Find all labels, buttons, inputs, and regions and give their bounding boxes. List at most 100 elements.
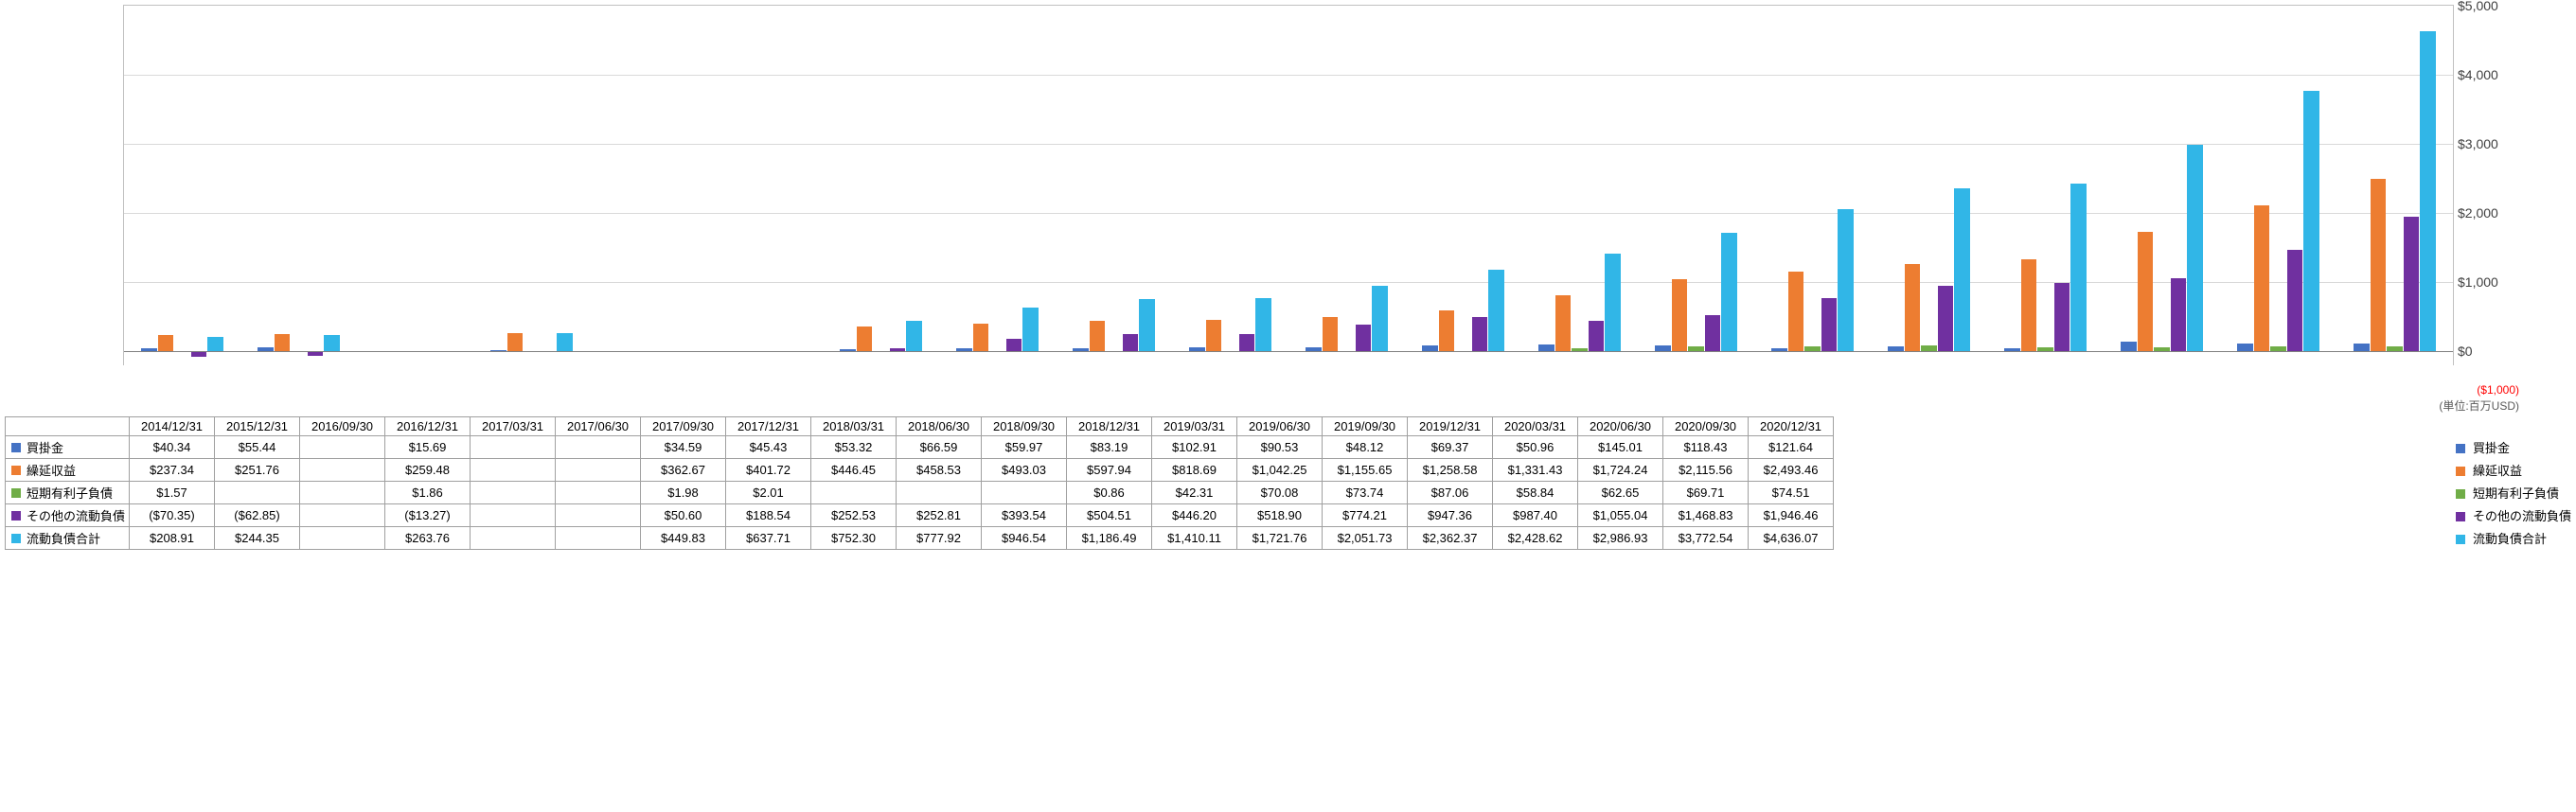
table-cell: $50.60 (641, 504, 726, 527)
table-cell (471, 482, 556, 504)
bar-def (1788, 272, 1803, 351)
bar-ocl (2404, 217, 2419, 351)
table-cell: $947.36 (1408, 504, 1493, 527)
table-cell: $401.72 (726, 459, 811, 482)
bar-tcl (2187, 145, 2202, 351)
table-cell: $42.31 (1152, 482, 1237, 504)
ytick-label: $1,000 (2458, 274, 2510, 290)
bar-tcl (1605, 254, 1620, 351)
table-row: その他の流動負債($70.35)($62.85)($13.27)$50.60$1… (6, 504, 1834, 527)
table-date-header: 2018/09/30 (982, 417, 1067, 436)
bar-def (973, 324, 988, 351)
table-cell (556, 527, 641, 550)
legend-marker-icon (2456, 535, 2465, 544)
bar-def (275, 334, 290, 351)
table-cell: $1,468.83 (1663, 504, 1749, 527)
table-cell: $1,331.43 (1493, 459, 1578, 482)
table-cell (300, 527, 385, 550)
table-cell: $34.59 (641, 436, 726, 459)
ytick-label: $4,000 (2458, 67, 2510, 82)
table-corner (6, 417, 130, 436)
bar-def (1439, 310, 1454, 352)
table-date-header: 2020/06/30 (1578, 417, 1663, 436)
table-cell (897, 482, 982, 504)
table-date-header: 2017/06/30 (556, 417, 641, 436)
table-cell: $66.59 (897, 436, 982, 459)
bar-tcl (1022, 308, 1038, 352)
series-label: 流動負債合計 (27, 532, 100, 546)
bar-ap (2121, 342, 2136, 352)
table-cell: $774.21 (1323, 504, 1408, 527)
table-cell: $70.08 (1237, 482, 1323, 504)
bar-ocl (1472, 317, 1487, 352)
bar-ocl (1589, 321, 1604, 352)
table-cell: $40.34 (130, 436, 215, 459)
series-marker-icon (11, 534, 21, 543)
table-cell: $73.74 (1323, 482, 1408, 504)
table-cell: $237.34 (130, 459, 215, 482)
bar-ocl (1938, 286, 1953, 351)
gridline (124, 144, 2453, 145)
bar-tcl (1954, 188, 1969, 352)
legend-item: その他の流動負債 (2456, 505, 2571, 528)
table-row: 買掛金$40.34$55.44$15.69$34.59$45.43$53.32$… (6, 436, 1834, 459)
series-marker-icon (11, 466, 21, 475)
ytick-label: $0 (2458, 344, 2510, 359)
bar-tcl (2303, 91, 2318, 352)
table-cell: $493.03 (982, 459, 1067, 482)
table-cell: ($13.27) (385, 504, 471, 527)
table-cell: $752.30 (811, 527, 897, 550)
table-cell: $393.54 (982, 504, 1067, 527)
table-row-header: 流動負債合計 (6, 527, 130, 550)
table-cell: $818.69 (1152, 459, 1237, 482)
bar-tcl (557, 333, 572, 351)
bar-tcl (1838, 209, 1853, 351)
table-cell (300, 482, 385, 504)
data-table: 2014/12/312015/12/312016/09/302016/12/31… (5, 416, 1834, 550)
table-cell (556, 459, 641, 482)
table-cell: $1,186.49 (1067, 527, 1152, 550)
table-cell: $259.48 (385, 459, 471, 482)
bar-tcl (1488, 270, 1503, 352)
bar-def (857, 327, 872, 352)
series-marker-icon (11, 511, 21, 521)
table-cell: $2,986.93 (1578, 527, 1663, 550)
table-cell: $83.19 (1067, 436, 1152, 459)
table-date-header: 2020/03/31 (1493, 417, 1578, 436)
table-cell (300, 504, 385, 527)
ytick-label: $3,000 (2458, 136, 2510, 151)
table-cell: $53.32 (811, 436, 897, 459)
bar-ocl (2287, 250, 2302, 351)
gridline (124, 282, 2453, 283)
table-date-header: 2014/12/31 (130, 417, 215, 436)
legend-item: 繰延収益 (2456, 460, 2571, 483)
table-cell: $1,721.76 (1237, 527, 1323, 550)
table-cell (471, 459, 556, 482)
bar-def (2254, 205, 2269, 352)
table-cell: ($62.85) (215, 504, 300, 527)
table-cell (556, 436, 641, 459)
bar-def (1555, 295, 1571, 352)
page-root: $0$1,000$2,000$3,000$4,000$5,000 ($1,000… (0, 0, 2576, 812)
series-marker-icon (11, 443, 21, 452)
table-cell: $2,428.62 (1493, 527, 1578, 550)
table-cell: $118.43 (1663, 436, 1749, 459)
bar-def (1206, 320, 1221, 352)
table-cell: $62.65 (1578, 482, 1663, 504)
table-cell (300, 459, 385, 482)
table-date-header: 2018/12/31 (1067, 417, 1152, 436)
table-cell: $449.83 (641, 527, 726, 550)
table-cell: $777.92 (897, 527, 982, 550)
table-cell: $362.67 (641, 459, 726, 482)
bar-tcl (1372, 286, 1387, 351)
axis-negative-unit-label: ($1,000) (2477, 383, 2519, 397)
legend-item: 短期有利子負債 (2456, 483, 2571, 505)
bar-tcl (1721, 233, 1736, 352)
bar-ocl (1705, 315, 1720, 351)
bar-tcl (2070, 184, 2086, 351)
legend-label: 流動負債合計 (2473, 532, 2547, 546)
bar-ocl (2171, 278, 2186, 351)
gridline (124, 213, 2453, 214)
table-cell: $2.01 (726, 482, 811, 504)
table-date-header: 2018/03/31 (811, 417, 897, 436)
